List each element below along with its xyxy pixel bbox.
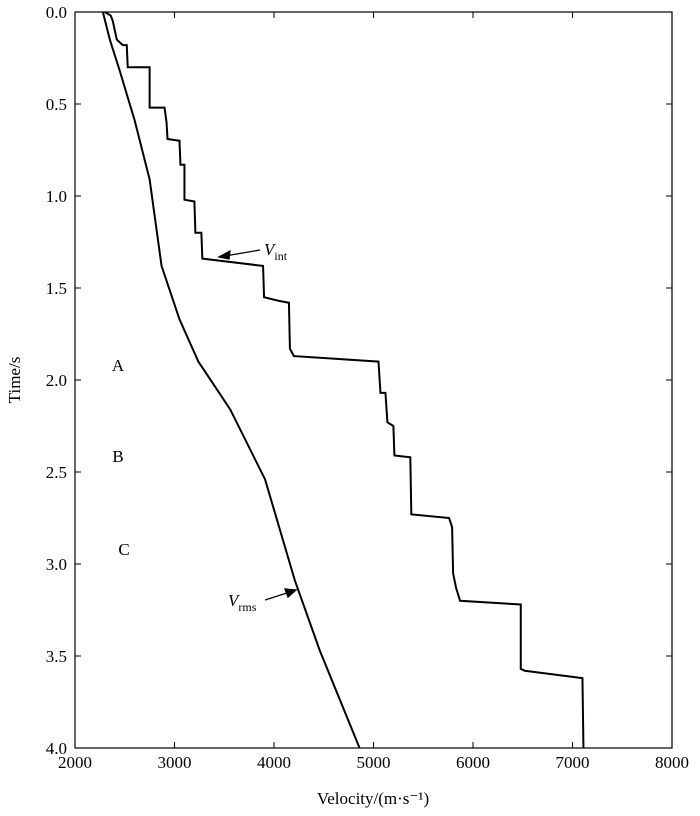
- series-line: [101, 11, 361, 749]
- y-tick-label: 1.0: [46, 187, 67, 206]
- x-axis-label: Velocity/(m·s⁻¹): [317, 789, 429, 808]
- x-tick-label: 8000: [655, 753, 689, 772]
- x-tick-label: 6000: [456, 753, 490, 772]
- series-label-name: int: [274, 249, 287, 263]
- region-label: C: [118, 540, 129, 559]
- x-tick-label: 4000: [257, 753, 291, 772]
- y-tick-label: 0.5: [46, 95, 67, 114]
- y-tick-label: 2.5: [46, 463, 67, 482]
- y-axis-label: Time/s: [5, 357, 24, 404]
- y-tick-label: 2.0: [46, 371, 67, 390]
- series-label-name: rms: [238, 600, 256, 614]
- series-label: Vrms: [228, 591, 257, 614]
- y-tick-label: 3.0: [46, 555, 67, 574]
- x-tick-label: 2000: [58, 753, 92, 772]
- region-label: A: [112, 356, 125, 375]
- x-tick-label: 5000: [357, 753, 391, 772]
- series-label-symbol: V: [228, 591, 241, 610]
- series-label-symbol: V: [264, 240, 277, 259]
- x-tick-label: 7000: [556, 753, 590, 772]
- series-line: [104, 11, 585, 749]
- y-tick-label: 4.0: [46, 739, 67, 758]
- arrows: [217, 249, 298, 601]
- y-tick-label: 1.5: [46, 279, 67, 298]
- y-tick-label: 3.5: [46, 647, 67, 666]
- region-label: B: [112, 447, 123, 466]
- series-label: Vint: [264, 240, 288, 263]
- plot-frame: [74, 11, 673, 749]
- y-tick-label: 0.0: [46, 3, 67, 22]
- x-tick-label: 3000: [158, 753, 192, 772]
